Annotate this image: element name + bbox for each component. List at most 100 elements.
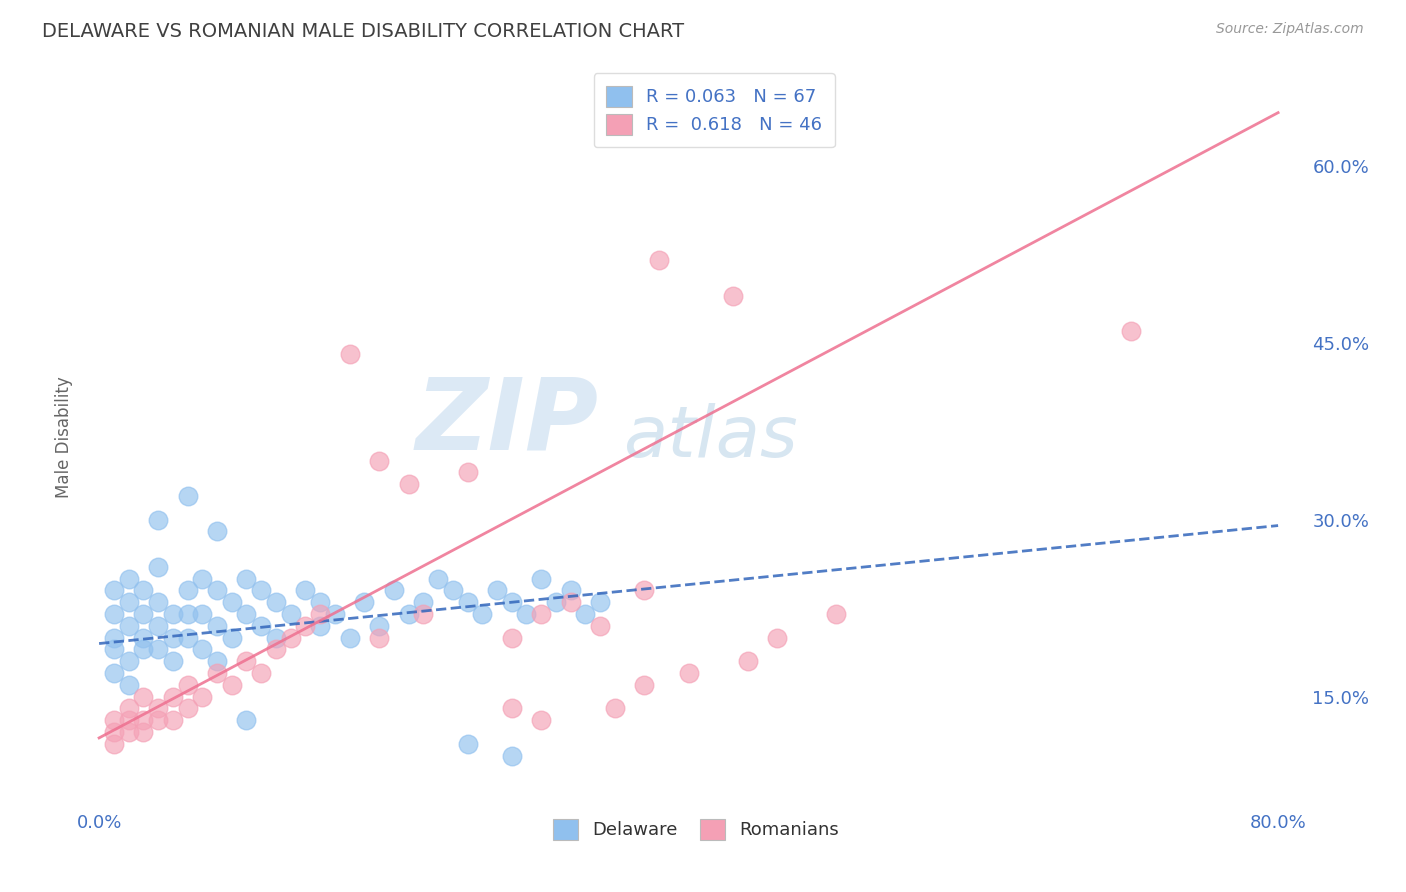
Point: [132, 725, 155, 739]
Point: [146, 713, 169, 727]
Point: [530, 713, 553, 727]
Point: [176, 607, 198, 621]
Point: [544, 595, 567, 609]
Point: [162, 654, 184, 668]
Point: [176, 489, 198, 503]
Point: [235, 713, 257, 727]
Point: [191, 690, 214, 704]
Text: ZIP: ZIP: [415, 374, 598, 471]
Point: [398, 477, 420, 491]
Point: [117, 713, 139, 727]
Point: [530, 607, 553, 621]
Point: [633, 678, 655, 692]
Text: atlas: atlas: [623, 402, 797, 472]
Point: [501, 701, 523, 715]
Point: [648, 253, 671, 268]
Point: [766, 631, 789, 645]
Point: [825, 607, 848, 621]
Point: [103, 713, 125, 727]
Point: [205, 654, 228, 668]
Point: [146, 642, 169, 657]
Point: [117, 678, 139, 692]
Point: [441, 583, 464, 598]
Point: [501, 595, 523, 609]
Point: [280, 631, 302, 645]
Point: [250, 583, 273, 598]
Point: [205, 619, 228, 633]
Point: [162, 713, 184, 727]
Point: [132, 631, 155, 645]
Point: [294, 619, 316, 633]
Point: [146, 513, 169, 527]
Point: [633, 583, 655, 598]
Point: [574, 607, 596, 621]
Point: [132, 607, 155, 621]
Point: [501, 748, 523, 763]
Point: [103, 666, 125, 681]
Point: [309, 595, 332, 609]
Point: [412, 595, 434, 609]
Point: [103, 583, 125, 598]
Legend: Delaware, Romanians: Delaware, Romanians: [544, 810, 848, 848]
Point: [103, 737, 125, 751]
Point: [457, 595, 479, 609]
Point: [221, 595, 243, 609]
Point: [117, 701, 139, 715]
Point: [250, 619, 273, 633]
Point: [117, 654, 139, 668]
Point: [309, 619, 332, 633]
Point: [485, 583, 508, 598]
Point: [339, 631, 361, 645]
Point: [353, 595, 375, 609]
Point: [501, 631, 523, 645]
Point: [146, 701, 169, 715]
Point: [191, 642, 214, 657]
Point: [176, 678, 198, 692]
Point: [221, 678, 243, 692]
Point: [250, 666, 273, 681]
Point: [235, 607, 257, 621]
Point: [146, 619, 169, 633]
Point: [191, 572, 214, 586]
Point: [678, 666, 700, 681]
Point: [560, 595, 582, 609]
Point: [382, 583, 405, 598]
Point: [721, 288, 744, 302]
Point: [264, 595, 287, 609]
Text: DELAWARE VS ROMANIAN MALE DISABILITY CORRELATION CHART: DELAWARE VS ROMANIAN MALE DISABILITY COR…: [42, 22, 685, 41]
Point: [132, 583, 155, 598]
Point: [176, 583, 198, 598]
Point: [132, 713, 155, 727]
Point: [103, 642, 125, 657]
Point: [530, 572, 553, 586]
Point: [471, 607, 494, 621]
Point: [117, 595, 139, 609]
Point: [235, 572, 257, 586]
Point: [176, 701, 198, 715]
Point: [103, 725, 125, 739]
Point: [103, 607, 125, 621]
Point: [235, 654, 257, 668]
Point: [1119, 324, 1142, 338]
Point: [515, 607, 537, 621]
Point: [457, 466, 479, 480]
Point: [368, 453, 391, 467]
Point: [162, 690, 184, 704]
Text: Source: ZipAtlas.com: Source: ZipAtlas.com: [1216, 22, 1364, 37]
Point: [117, 572, 139, 586]
Point: [205, 524, 228, 539]
Point: [339, 347, 361, 361]
Point: [398, 607, 420, 621]
Point: [368, 619, 391, 633]
Point: [457, 737, 479, 751]
Point: [176, 631, 198, 645]
Point: [323, 607, 346, 621]
Point: [737, 654, 759, 668]
Point: [412, 607, 434, 621]
Point: [103, 631, 125, 645]
Point: [132, 690, 155, 704]
Point: [309, 607, 332, 621]
Point: [589, 619, 612, 633]
Point: [117, 619, 139, 633]
Point: [146, 595, 169, 609]
